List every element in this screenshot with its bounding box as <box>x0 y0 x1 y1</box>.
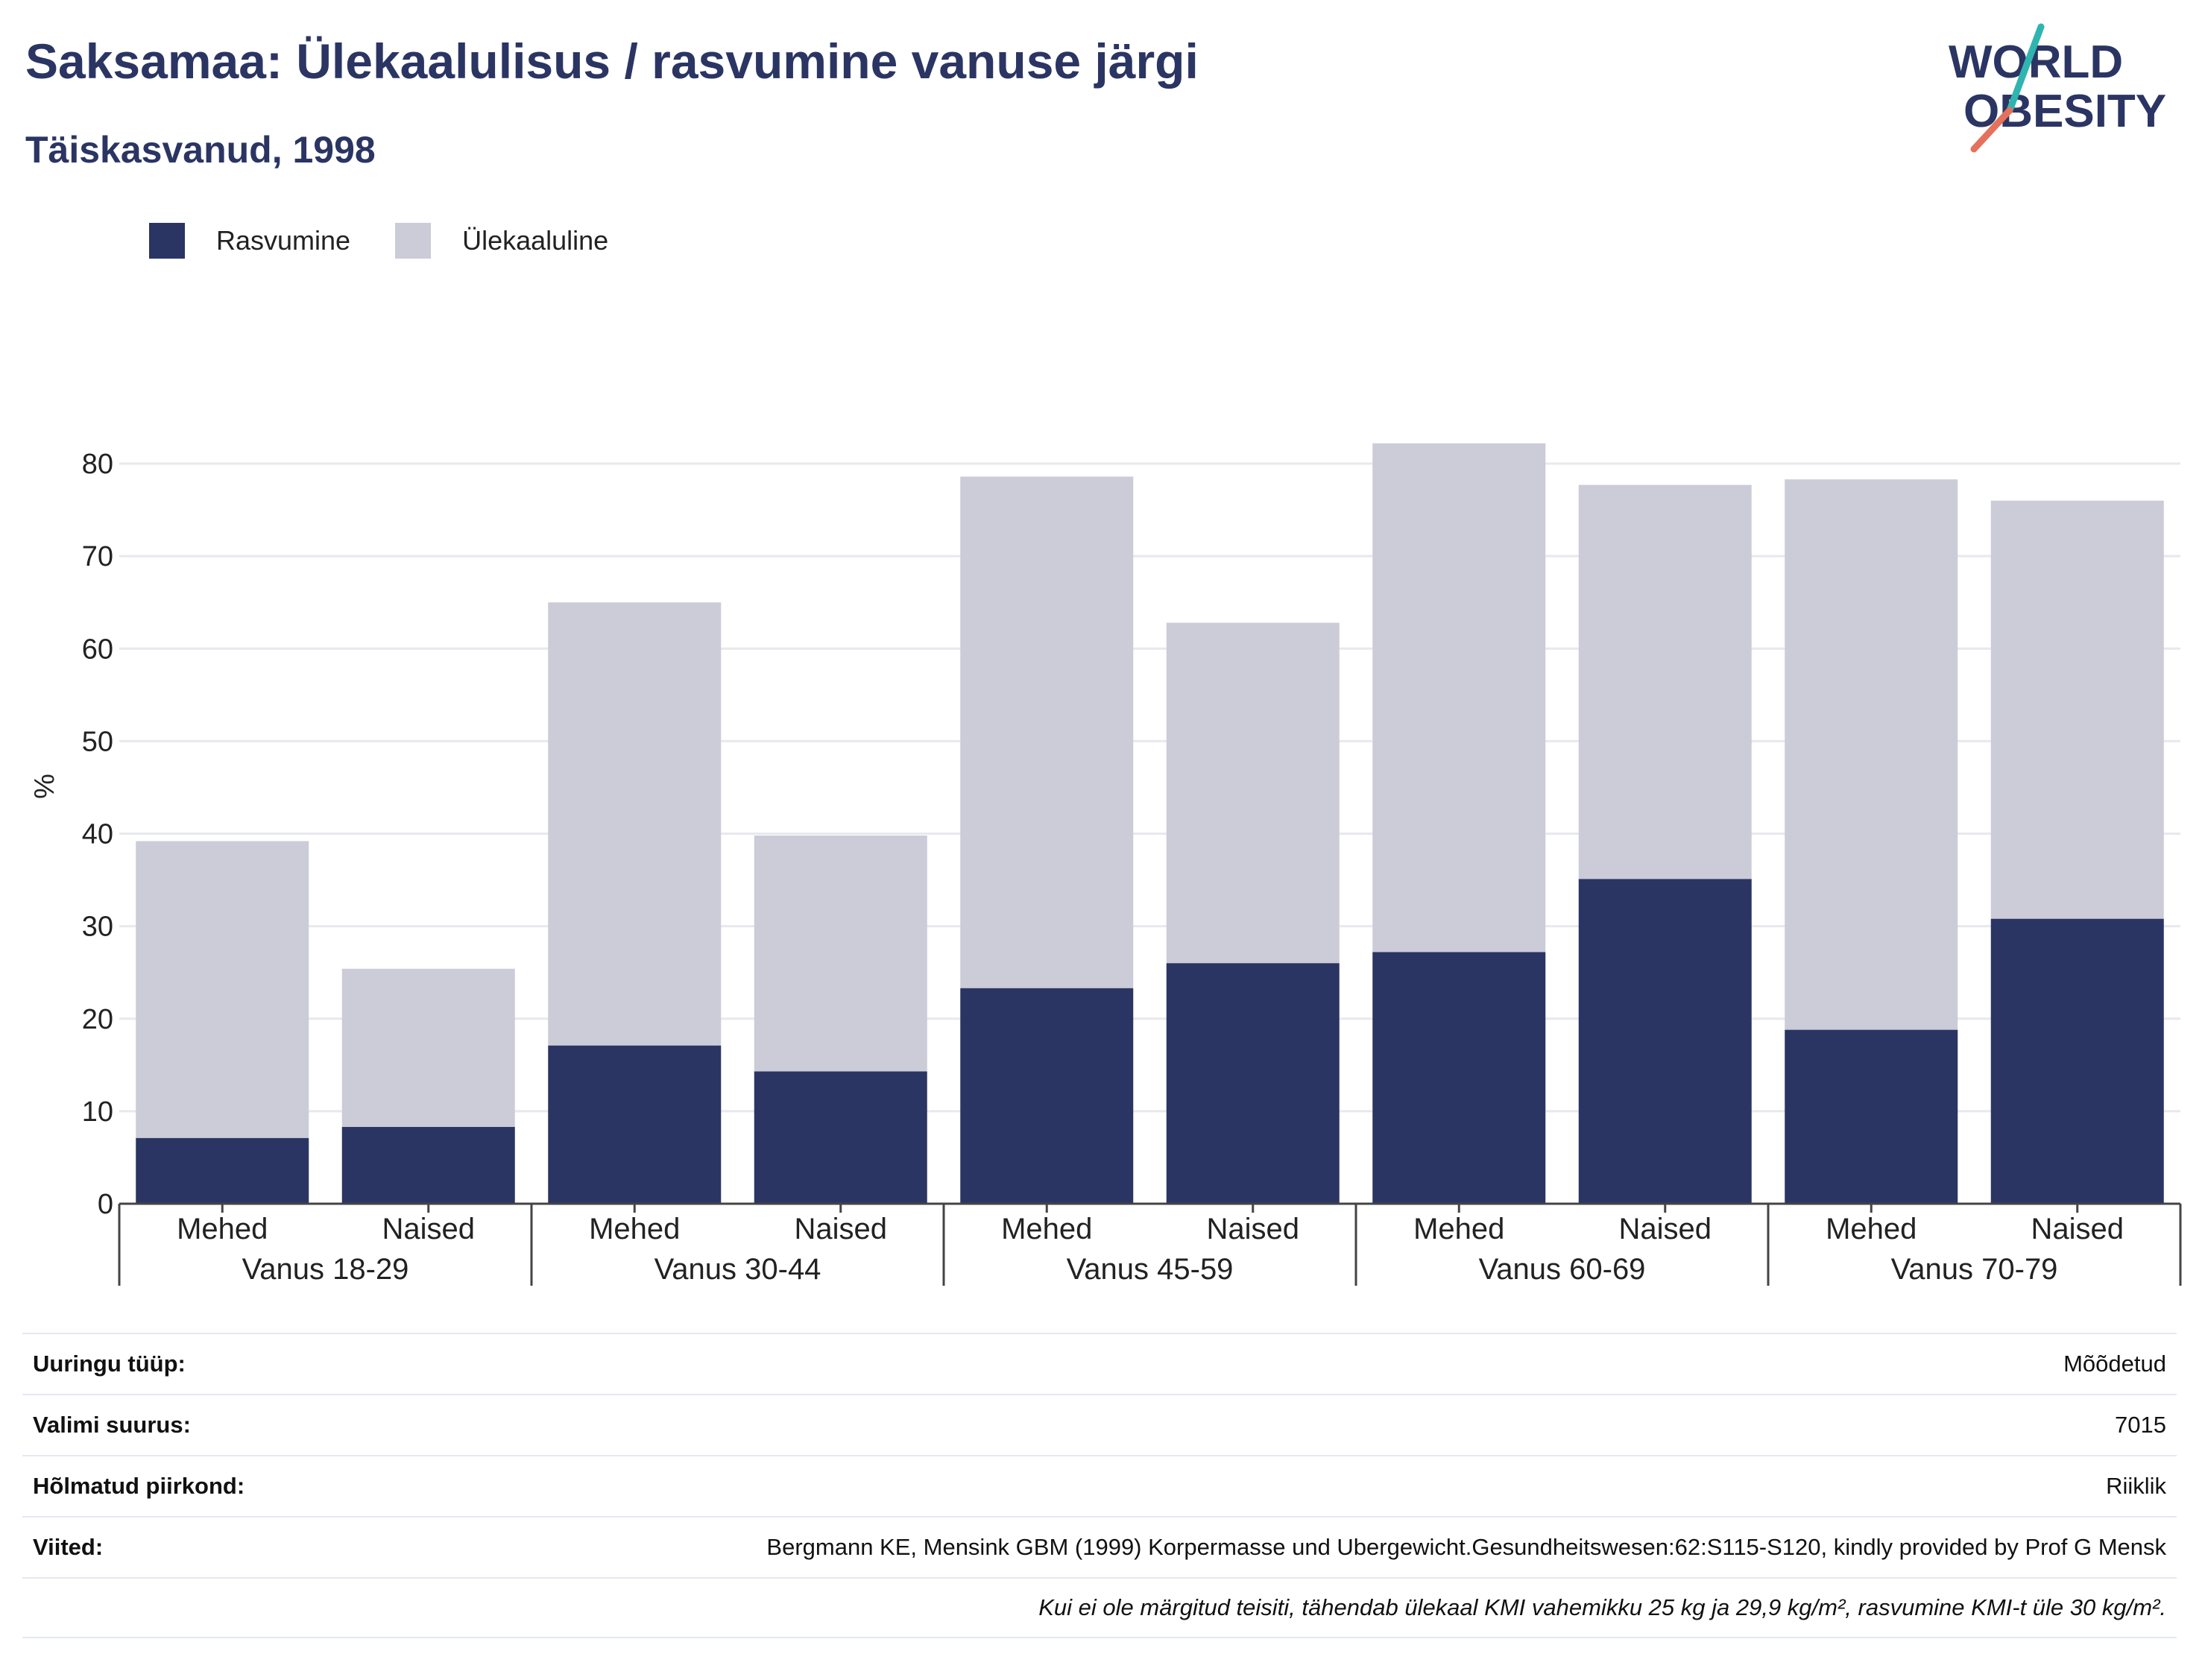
info-row-note: Kui ei ole märgitud teisiti, tähendab ül… <box>22 1577 2177 1638</box>
bar-chart: 0 10 20 30 40 50 60 70 80% Mehed Naised Vanus 18-29… <box>29 443 2182 1286</box>
bar-obesity <box>1372 952 1546 1204</box>
legend-swatch-obesity <box>149 223 185 259</box>
bar-obesity <box>341 1126 515 1204</box>
bar-overweight <box>1785 479 1958 1030</box>
y-tick-label: 40 <box>82 819 113 850</box>
info-value: Riiklik <box>2106 1473 2166 1499</box>
legend-item-obesity: Rasvumine <box>149 223 350 259</box>
x-category-label: Mehed <box>177 1213 268 1245</box>
x-category-label: Naised <box>1618 1213 1712 1245</box>
info-value: Mõõdetud <box>2063 1351 2166 1377</box>
y-tick-label: 60 <box>82 634 113 665</box>
bar-obesity <box>1990 918 2164 1204</box>
info-row-references: Viited: Bergmann KE, Mensink GBM (1999) … <box>22 1516 2177 1577</box>
x-category-label: Naised <box>2031 1213 2124 1245</box>
x-category-label: Naised <box>382 1213 475 1245</box>
x-group-label: Vanus 18-29 <box>242 1253 409 1286</box>
bar-overweight <box>960 476 1134 988</box>
bar-obesity <box>1578 879 1752 1204</box>
y-tick-label: 20 <box>82 1004 113 1035</box>
bar-overweight <box>1990 500 2164 919</box>
bar-overweight <box>136 841 309 1138</box>
legend-label-overweight: Ülekaaluline <box>462 225 609 256</box>
world-obesity-logo: WORLD OBESITY <box>1949 23 2166 153</box>
bar-obesity <box>1785 1029 1958 1204</box>
info-label: Valimi suurus: <box>33 1412 191 1438</box>
y-axis-label: % <box>29 774 60 799</box>
x-category-label: Naised <box>1206 1213 1299 1245</box>
bar-overweight <box>341 968 515 1127</box>
x-group-label: Vanus 30-44 <box>654 1253 821 1286</box>
bar-obesity <box>754 1071 927 1204</box>
x-group-label: Vanus 45-59 <box>1067 1253 1234 1286</box>
x-group-label: Vanus 70-79 <box>1891 1253 2058 1286</box>
bar-overweight <box>1578 484 1752 880</box>
x-category-label: Mehed <box>1413 1213 1504 1245</box>
x-group-label: Vanus 60-69 <box>1479 1253 1646 1286</box>
x-category-label: Mehed <box>589 1213 680 1245</box>
y-tick-label: 50 <box>82 726 113 757</box>
y-tick-label: 80 <box>82 449 113 480</box>
info-value: Bergmann KE, Mensink GBM (1999) Korperma… <box>766 1534 2166 1560</box>
bar-obesity <box>1166 963 1340 1204</box>
logo-slash-teal <box>2006 23 2045 114</box>
y-tick-label: 30 <box>82 912 113 943</box>
bar-overweight <box>548 602 722 1046</box>
y-tick-label: 0 <box>98 1189 113 1220</box>
bar-obesity <box>136 1137 309 1204</box>
legend-swatch-overweight <box>395 223 432 259</box>
info-label: Uuringu tüüp: <box>33 1351 186 1377</box>
info-row-sample-size: Valimi suurus: 7015 <box>22 1394 2177 1455</box>
info-row-survey-type: Uuringu tüüp: Mõõdetud <box>22 1333 2177 1394</box>
legend: Rasvumine Ülekaaluline <box>149 222 653 259</box>
y-tick-label: 10 <box>82 1096 113 1128</box>
bar-overweight <box>1166 622 1340 964</box>
x-category-label: Mehed <box>1826 1213 1917 1245</box>
info-value: 7015 <box>2115 1412 2166 1438</box>
x-category-label: Mehed <box>1001 1213 1092 1245</box>
legend-item-overweight: Ülekaaluline <box>395 223 608 259</box>
bar-obesity <box>960 988 1134 1204</box>
info-label: Hõlmatud piirkond: <box>33 1473 245 1499</box>
chart-subtitle: Täiskasvanud, 1998 <box>25 129 376 171</box>
info-table: Uuringu tüüp: Mõõdetud Valimi suurus: 70… <box>22 1333 2177 1638</box>
bar-overweight <box>754 836 927 1072</box>
logo-slash-coral <box>1970 107 2013 153</box>
x-category-label: Naised <box>794 1213 887 1245</box>
info-label: Viited: <box>33 1534 104 1560</box>
legend-label-obesity: Rasvumine <box>216 225 351 256</box>
info-row-area-covered: Hõlmatud piirkond: Riiklik <box>22 1455 2177 1516</box>
definition-note: Kui ei ole märgitud teisiti, tähendab ül… <box>1038 1594 2166 1620</box>
bar-obesity <box>548 1045 722 1204</box>
chart-title: Saksamaa: Ülekaalulisus / rasvumine vanu… <box>25 34 1199 89</box>
bar-overweight <box>1372 443 1546 953</box>
y-tick-label: 70 <box>82 541 113 572</box>
